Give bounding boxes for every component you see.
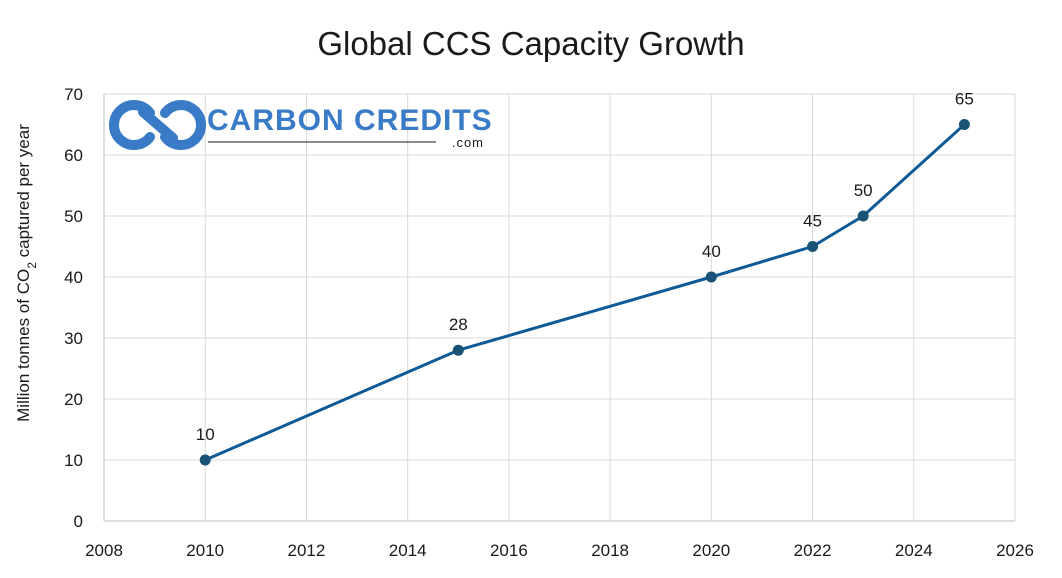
x-tick-label: 2008 [85,541,123,560]
series-line [204,123,966,462]
data-point [705,271,717,283]
data-label: 40 [702,242,721,261]
x-tick-label: 2018 [591,541,629,560]
data-label: 45 [803,212,822,231]
data-point [857,210,869,222]
grid [103,93,1016,522]
x-tick-label: 2026 [996,541,1034,560]
data-point [452,344,464,356]
logo: CARBON CREDITS .com [109,100,493,150]
data-label: 65 [955,90,974,109]
y-tick-label: 20 [64,390,83,409]
data-labels: 10 28 40 45 50 65 [196,90,974,445]
x-tick-label: 2010 [186,541,224,560]
y-tick-label: 10 [64,451,83,470]
y-axis-label-prefix: Million tonnes of CO [14,269,33,422]
y-tick-label: 40 [64,268,83,287]
y-tick-label: 50 [64,207,83,226]
y-tick-label: 30 [64,329,83,348]
x-tick-label: 2012 [288,541,326,560]
x-tick-label: 2022 [794,541,832,560]
axes: 0 10 20 30 40 50 60 70 2008 2010 2012 2014 2016 2018 2… [64,85,1034,560]
y-tick-label: 0 [74,512,83,531]
y-axis-label-subscript: 2 [25,262,39,269]
data-point [807,241,819,252]
y-axis-label-suffix: captured per year [14,124,33,262]
data-point [958,119,970,130]
y-axis-label: Million tonnes of CO2 captured per year [14,124,39,422]
y-tick-label: 70 [64,85,83,104]
x-tick-label: 2024 [895,541,933,560]
series [199,119,970,466]
x-tick-label: 2020 [692,541,730,560]
data-label: 50 [854,181,873,200]
carbon-credits-logo-icon [109,100,206,150]
data-label: 10 [196,425,215,444]
x-tick-label: 2014 [389,541,427,560]
logo-domain: .com [452,135,484,150]
y-tick-label: 60 [64,146,83,165]
data-label: 28 [449,315,468,334]
chart-title: Global CCS Capacity Growth [317,25,744,62]
logo-name: CARBON CREDITS [207,104,493,137]
x-tick-label: 2016 [490,541,528,560]
data-point [199,454,211,466]
